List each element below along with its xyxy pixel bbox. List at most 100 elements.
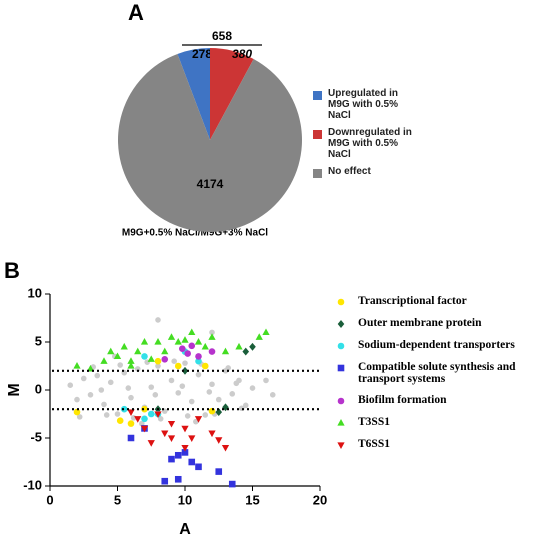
- legend-swatch-fill: [313, 91, 322, 100]
- point: [206, 389, 213, 395]
- legend-marker: [337, 419, 345, 426]
- point: [179, 345, 186, 353]
- y-tick-label: -5: [30, 429, 42, 444]
- legend-marker: [337, 397, 345, 405]
- point: [154, 411, 162, 418]
- legend-label: Sodium-dependent transporters: [358, 339, 515, 351]
- point: [134, 366, 141, 372]
- point: [101, 401, 107, 408]
- point: [194, 416, 203, 423]
- point: [87, 391, 94, 398]
- y-axis-label: M: [6, 383, 23, 396]
- point: [117, 362, 123, 368]
- x-tick-label: 5: [114, 492, 121, 507]
- point: [127, 420, 135, 427]
- point: [188, 398, 195, 405]
- legend-marker: [337, 342, 345, 350]
- point: [209, 381, 215, 388]
- point: [74, 396, 80, 403]
- point: [154, 338, 162, 345]
- point: [152, 392, 159, 398]
- point: [94, 372, 101, 379]
- legend-marker: [337, 320, 345, 328]
- legend-marker-shape: [337, 419, 345, 426]
- legend-marker: [337, 364, 345, 372]
- point: [208, 348, 216, 355]
- point: [141, 353, 148, 360]
- point: [184, 413, 191, 419]
- point: [167, 435, 176, 442]
- point: [107, 379, 114, 386]
- legend-item: Sodium-dependent transporters: [334, 339, 549, 352]
- legend-marker-shape: [337, 320, 345, 328]
- caption: M9G+0.5% NaCl/M9G+3% NaCl: [122, 228, 268, 239]
- point: [182, 360, 188, 366]
- point: [175, 390, 182, 396]
- slice-label: 380: [232, 47, 252, 61]
- point: [134, 347, 142, 355]
- point: [249, 342, 256, 351]
- point: [262, 328, 270, 336]
- legend-item: Biofilm formation: [334, 394, 549, 407]
- legend-label: Compatible solute synthesis and transpor…: [358, 361, 516, 385]
- legend-label: Biofilm formation: [358, 394, 447, 406]
- legend: Transcriptional factor Outer membrane pro…: [334, 295, 549, 460]
- point: [168, 455, 175, 463]
- point: [202, 412, 209, 418]
- legend-item: Downregulated in M9G with 0.5% NaCl: [312, 127, 422, 160]
- point: [103, 412, 110, 418]
- legend: Upregulated in M9G with 0.5% NaCl Downreg…: [312, 88, 422, 186]
- point: [269, 392, 276, 398]
- point: [181, 444, 189, 452]
- point: [221, 347, 230, 355]
- y-tick-label: 0: [35, 381, 42, 396]
- point: [127, 434, 135, 442]
- legend-item: No effect: [312, 166, 422, 180]
- x-tick-label: 15: [245, 492, 259, 507]
- point: [100, 357, 108, 364]
- legend-marker: [337, 298, 345, 306]
- point: [181, 449, 189, 456]
- legend-marker-shape: [337, 397, 345, 405]
- point: [179, 383, 186, 389]
- pie-slice: [118, 53, 303, 232]
- point: [73, 362, 81, 369]
- legend-label: No effect: [328, 166, 371, 177]
- x-axis-label: A: [179, 521, 191, 538]
- point: [107, 347, 115, 355]
- point: [195, 371, 202, 378]
- y-tick-label: -10: [23, 477, 42, 492]
- point: [161, 430, 169, 438]
- point: [209, 329, 215, 336]
- slice-label: 278: [192, 47, 212, 61]
- point: [174, 475, 182, 483]
- point: [127, 409, 135, 417]
- point: [120, 405, 128, 413]
- point: [233, 380, 240, 387]
- legend-label: Transcriptional factor: [358, 295, 467, 307]
- point: [181, 425, 189, 433]
- point: [201, 362, 209, 370]
- point: [148, 384, 155, 390]
- point: [134, 416, 142, 423]
- point: [113, 352, 122, 360]
- point: [161, 477, 169, 485]
- point: [242, 402, 249, 409]
- point: [215, 437, 223, 444]
- legend-marker-shape: [337, 342, 345, 350]
- panel-letter: A: [128, 0, 144, 25]
- point: [116, 417, 124, 425]
- point: [127, 357, 135, 364]
- point: [141, 415, 148, 423]
- legend-item: Compatible solute synthesis and transpor…: [334, 361, 549, 385]
- legend-item: Outer membrane protein: [334, 317, 549, 330]
- point: [188, 342, 196, 350]
- point: [181, 366, 189, 375]
- legend-item: Upregulated in M9G with 0.5% NaCl: [312, 88, 422, 121]
- point: [188, 458, 196, 466]
- point: [155, 363, 161, 369]
- point: [147, 410, 155, 418]
- point: [167, 333, 176, 340]
